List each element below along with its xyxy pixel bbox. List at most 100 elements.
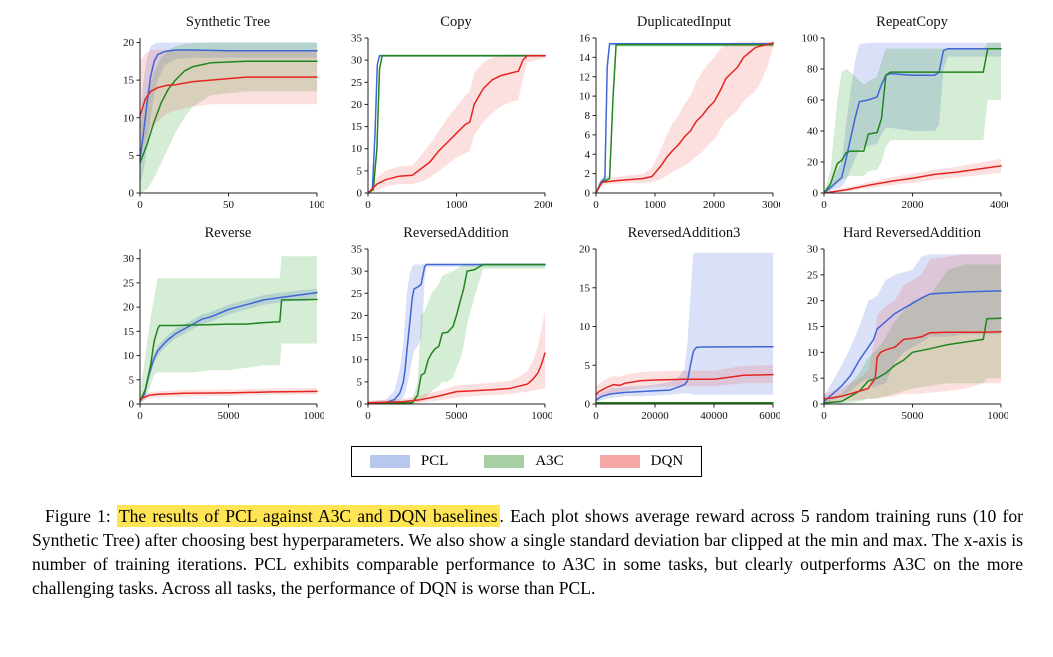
y-tick-label: 35	[351, 244, 363, 256]
series-line-dqn	[595, 42, 774, 194]
y-tick-label: 0	[813, 188, 819, 200]
legend-item-a3c: A3C	[484, 453, 564, 470]
plot-title: ReversedAddition	[403, 225, 509, 241]
x-tick-label: 0	[821, 410, 827, 422]
legend-swatch-dqn	[599, 455, 640, 468]
subplot-copy: Copy 0 5 10 15 20 25 30 35 0 1000 2000	[334, 12, 557, 219]
y-tick-label: 20	[579, 244, 591, 256]
y-tick-label: 0	[585, 188, 591, 200]
x-tick-label: 20000	[641, 410, 669, 422]
band-a3c	[824, 264, 1001, 404]
y-tick-label: 35	[351, 33, 363, 45]
x-tick-label: 40000	[700, 410, 728, 422]
plot-row-bottom: Reverse0510152025300500010000ReversedAdd…	[106, 223, 1053, 430]
subplot-reverse: Reverse 0 5 10 15 20 25 30 0 5000 10000	[106, 223, 331, 430]
y-tick-label: 12	[579, 71, 590, 83]
y-tick-label: 0	[813, 399, 819, 411]
x-tick-label: 0	[137, 199, 143, 211]
x-tick-label: 100	[309, 199, 324, 211]
y-tick-label: 10	[807, 347, 819, 359]
chart-canvas-hard-reversedaddition: 0 5 10 15 20 25 30 0 5000 10000	[807, 244, 1015, 423]
y-tick-label: 20	[807, 295, 819, 307]
subplot-reversedaddition: ReversedAddition 0 5 10 15 20 25 30 35 0 5000 10000	[334, 223, 559, 430]
y-tick-label: 5	[129, 374, 135, 386]
x-tick-label: 0	[365, 410, 371, 422]
legend-label: A3C	[535, 453, 564, 469]
band-dqn	[824, 158, 1001, 193]
series-line-dqn	[367, 54, 546, 194]
series-line-dqn	[139, 76, 318, 118]
subplot-duplicatedinput: DuplicatedInput 0 2 4 6 8 10 12 14 16 0 1000 2000 300…	[562, 12, 785, 219]
y-tick-label: 15	[123, 326, 135, 338]
series-line-pcl	[823, 290, 1002, 403]
series-line-dqn	[823, 165, 1002, 194]
subplot-reversedaddition3: ReversedAddition3 0 5 10 15 20 0 20000 40000 6000…	[562, 223, 787, 430]
band-dqn	[596, 41, 773, 194]
chart-canvas-reverse: 0 5 10 15 20 25 30 0 5000 10000	[123, 249, 331, 422]
series-line-pcl	[823, 48, 1002, 194]
y-tick-label: 4	[585, 149, 591, 161]
legend-swatch-a3c	[484, 455, 525, 468]
legend-swatch-pcl	[369, 455, 410, 468]
legend-item-dqn: DQN	[599, 453, 683, 470]
y-tick-label: 20	[807, 157, 819, 169]
x-tick-label: 50	[223, 199, 235, 211]
series-line-a3c	[139, 298, 318, 403]
series-line-pcl	[139, 291, 318, 403]
chart-canvas-synthetic-tree: 0 5 10 15 20 0 50 100	[123, 37, 326, 211]
y-tick-label: 6	[585, 129, 591, 141]
band-dqn	[824, 254, 1001, 403]
y-tick-label: 100	[802, 33, 819, 45]
caption-rest: . Each plot shows average reward across …	[32, 506, 1023, 598]
plot-title: ReversedAddition3	[627, 225, 741, 241]
y-tick-label: 30	[807, 244, 819, 256]
y-tick-label: 0	[357, 399, 363, 411]
y-tick-label: 20	[123, 302, 135, 314]
series-line-pcl	[139, 49, 318, 160]
plot-title: Hard ReversedAddition	[842, 225, 982, 241]
y-tick-label: 10	[123, 350, 135, 362]
series-line-a3c	[367, 54, 546, 194]
y-tick-label: 5	[813, 373, 819, 385]
y-tick-label: 30	[351, 55, 363, 67]
chart-canvas-reversedaddition3: 0 5 10 15 20 0 20000 40000 60000	[579, 244, 787, 423]
band-pcl	[596, 252, 773, 403]
chart-canvas-copy: 0 5 10 15 20 25 30 35 0 1000 2000	[351, 33, 557, 212]
y-tick-label: 15	[807, 321, 819, 333]
x-tick-label: 5000	[218, 410, 241, 422]
y-tick-label: 16	[579, 33, 591, 45]
series-line-dqn	[367, 352, 546, 404]
x-tick-label: 2000	[534, 199, 552, 211]
plot-title: Reverse	[204, 225, 252, 241]
series-line-dqn	[139, 390, 318, 400]
y-tick-label: 5	[585, 360, 591, 372]
x-tick-label: 0	[593, 199, 599, 211]
band-dqn	[140, 388, 317, 402]
y-tick-label: 20	[123, 37, 135, 49]
y-tick-label: 0	[357, 188, 363, 200]
plot-title: Synthetic Tree	[185, 14, 271, 30]
subplot-hard-reversedaddition: Hard ReversedAddition 0 5 10 15 20 25 30 0 5000 10…	[790, 223, 1015, 430]
y-tick-label: 0	[585, 399, 591, 411]
y-tick-label: 25	[351, 77, 363, 89]
legend-box: PCL A3C DQN	[350, 446, 703, 477]
band-pcl	[824, 254, 1001, 403]
x-tick-label: 2000	[703, 199, 726, 211]
y-tick-label: 20	[351, 99, 363, 111]
x-tick-label: 60000	[759, 410, 780, 422]
plot-row-top: Synthetic Tree 0 5 10 15 20 0 50 100 Copy 0 5 10 15 20…	[106, 12, 1053, 219]
y-tick-label: 5	[357, 376, 363, 388]
x-tick-label: 5000	[446, 410, 469, 422]
y-tick-label: 15	[579, 282, 591, 294]
subplot-synthetic-tree: Synthetic Tree 0 5 10 15 20 0 50 100	[106, 12, 326, 219]
band-a3c	[368, 263, 545, 404]
series-line-a3c	[823, 48, 1002, 194]
y-tick-label: 30	[351, 266, 363, 278]
series-line-pcl	[367, 263, 546, 404]
figure-caption: Figure 1: The results of PCL against A3C…	[32, 505, 1023, 601]
series-line-dqn	[823, 330, 1002, 400]
legend-label: PCL	[420, 453, 449, 469]
band-dqn	[596, 365, 773, 401]
plot-title: Copy	[440, 14, 472, 30]
caption-highlight: The results of PCL against A3C and DQN b…	[116, 505, 500, 527]
